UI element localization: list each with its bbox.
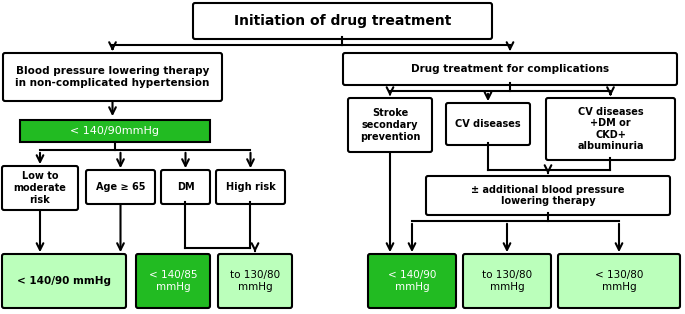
FancyBboxPatch shape xyxy=(343,53,677,85)
FancyBboxPatch shape xyxy=(446,103,530,145)
FancyBboxPatch shape xyxy=(161,170,210,204)
Text: ± additional blood pressure
lowering therapy: ± additional blood pressure lowering the… xyxy=(471,185,625,206)
FancyBboxPatch shape xyxy=(558,254,680,308)
Text: DM: DM xyxy=(177,182,195,192)
Text: CV diseases: CV diseases xyxy=(456,119,521,129)
FancyBboxPatch shape xyxy=(426,176,670,215)
FancyBboxPatch shape xyxy=(2,166,78,210)
Text: to 130/80
mmHg: to 130/80 mmHg xyxy=(482,270,532,292)
Text: High risk: High risk xyxy=(225,182,275,192)
Text: Drug treatment for complications: Drug treatment for complications xyxy=(411,64,609,74)
Text: < 140/85
mmHg: < 140/85 mmHg xyxy=(149,270,197,292)
FancyBboxPatch shape xyxy=(216,170,285,204)
FancyBboxPatch shape xyxy=(20,120,210,142)
Text: Blood pressure lowering therapy
in non-complicated hypertension: Blood pressure lowering therapy in non-c… xyxy=(15,66,210,88)
FancyBboxPatch shape xyxy=(86,170,155,204)
Text: Initiation of drug treatment: Initiation of drug treatment xyxy=(234,14,451,28)
Text: < 140/90
mmHg: < 140/90 mmHg xyxy=(388,270,436,292)
FancyBboxPatch shape xyxy=(218,254,292,308)
Text: < 140/90 mmHg: < 140/90 mmHg xyxy=(17,276,111,286)
FancyBboxPatch shape xyxy=(193,3,492,39)
FancyBboxPatch shape xyxy=(2,254,126,308)
Text: Stroke
secondary
prevention: Stroke secondary prevention xyxy=(360,108,420,142)
Text: < 130/80
mmHg: < 130/80 mmHg xyxy=(595,270,643,292)
FancyBboxPatch shape xyxy=(463,254,551,308)
Text: Low to
moderate
risk: Low to moderate risk xyxy=(14,171,66,205)
FancyBboxPatch shape xyxy=(348,98,432,152)
FancyBboxPatch shape xyxy=(546,98,675,160)
Text: Age ≥ 65: Age ≥ 65 xyxy=(96,182,145,192)
FancyBboxPatch shape xyxy=(136,254,210,308)
FancyBboxPatch shape xyxy=(368,254,456,308)
Text: CV diseases
+DM or
CKD+
albuminuria: CV diseases +DM or CKD+ albuminuria xyxy=(577,106,644,151)
FancyBboxPatch shape xyxy=(3,53,222,101)
Text: to 130/80
mmHg: to 130/80 mmHg xyxy=(230,270,280,292)
Text: < 140/90mmHg: < 140/90mmHg xyxy=(71,126,160,136)
